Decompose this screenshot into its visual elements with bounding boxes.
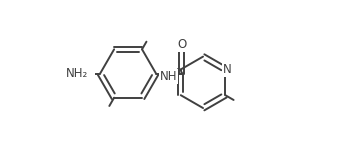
Text: NH: NH (160, 70, 177, 83)
Text: N: N (223, 63, 232, 76)
Text: NH₂: NH₂ (65, 67, 88, 80)
Text: O: O (178, 38, 187, 51)
